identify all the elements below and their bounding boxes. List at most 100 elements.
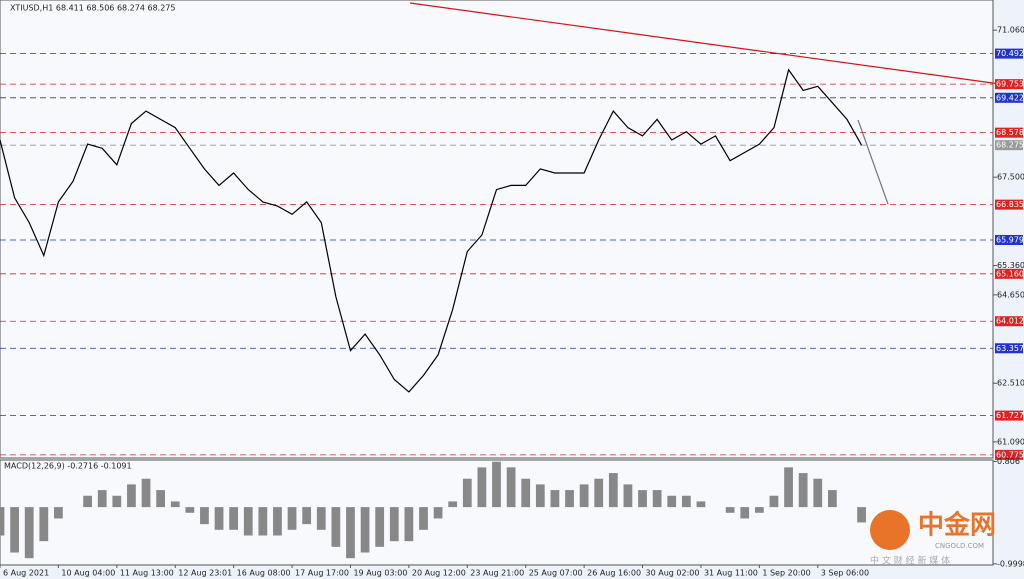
forecast-arrow (857, 119, 889, 205)
macd-bar (623, 484, 633, 508)
trend-line (409, 2, 1001, 85)
macd-bar (97, 490, 107, 508)
macd-bar (331, 507, 341, 547)
macd-bar (813, 478, 823, 508)
macd-bar (185, 507, 195, 513)
x-tick-label: 11 Aug 13:00 (120, 569, 174, 578)
level-box (995, 199, 1023, 210)
y-tick-label: 65.360 (997, 261, 1024, 270)
y-tick-label: -0.9998 (997, 559, 1024, 568)
macd-bar (696, 501, 706, 508)
x-tick-label: 19 Aug 03:00 (353, 569, 407, 578)
macd-bar (769, 495, 779, 508)
level-label: 64.012 (996, 317, 1024, 326)
level-box (995, 268, 1023, 279)
level-box (995, 410, 1023, 421)
x-tick-label: 26 Aug 16:00 (587, 569, 641, 578)
macd-bar (127, 484, 136, 508)
macd-bar (725, 507, 735, 513)
macd-bar (477, 467, 487, 508)
watermark-tagline: 中 文 财 经 新 媒 体 (870, 555, 950, 567)
y-tick-label: 62.510 (997, 379, 1024, 388)
level-box (995, 449, 1023, 460)
x-tick-label: 12 Aug 23:01 (178, 569, 232, 578)
macd-bar (681, 495, 691, 508)
macd-bar (360, 507, 370, 553)
macd-bar (170, 501, 180, 508)
macd-bar (287, 507, 297, 530)
x-tick-label: 25 Aug 07:00 (529, 569, 583, 578)
macd-bar (784, 467, 793, 508)
level-box (995, 48, 1023, 59)
x-tick-label: 17 Aug 17:00 (295, 569, 349, 578)
level-label: 61.727 (996, 411, 1024, 420)
macd-bar (579, 484, 589, 508)
level-label: 60.775 (996, 450, 1024, 459)
watermark-logo (870, 510, 910, 550)
x-tick-label: 20 Aug 12:00 (412, 569, 466, 578)
macd-bar (316, 507, 326, 530)
macd-bar (521, 478, 531, 508)
x-tick-label: 23 Aug 21:00 (470, 569, 524, 578)
level-box (995, 343, 1023, 354)
macd-bar (754, 507, 764, 513)
macd-bar (214, 507, 224, 530)
level-box (995, 79, 1023, 90)
macd-bar (141, 478, 151, 508)
macd-bar (798, 473, 808, 508)
level-label: 65.979 (996, 235, 1024, 244)
macd-bar (229, 507, 239, 530)
macd-bar (156, 490, 166, 508)
macd-bar (652, 490, 662, 508)
y-tick-label: 71.060 (997, 26, 1024, 35)
y-tick-label: 0.806 (997, 457, 1020, 466)
y-tick-label: 67.500 (997, 173, 1024, 182)
macd-bar (667, 495, 677, 508)
macd-bar (433, 507, 443, 519)
macd-bar (24, 507, 34, 559)
level-label: 69.422 (996, 93, 1024, 102)
macd-bar (565, 490, 574, 508)
macd-bar (535, 484, 545, 508)
x-tick-label: 16 Aug 08:00 (237, 569, 291, 578)
macd-bar (492, 461, 501, 508)
macd-bar (448, 501, 458, 508)
chart-title: XTIUSD,H1 68.411 68.506 68.274 68.275 (10, 4, 175, 13)
y-tick-label: 64.650 (997, 290, 1024, 299)
y-tick-label: 61.090 (997, 437, 1024, 446)
macd-bar (273, 507, 282, 536)
level-box (995, 127, 1023, 138)
level-label: 69.753 (996, 80, 1024, 89)
macd-bar (54, 507, 63, 519)
x-tick-label: 3 Sep 06:00 (821, 569, 869, 578)
macd-bar (375, 507, 385, 547)
macd-bar (0, 507, 5, 536)
x-tick-label: 31 Aug 11:00 (704, 569, 758, 578)
macd-bar (827, 490, 837, 508)
macd-bar (83, 495, 92, 508)
main-pane (0, 0, 994, 459)
macd-bar (550, 490, 560, 508)
level-box (995, 140, 1023, 151)
level-label: 63.357 (996, 344, 1024, 353)
macd-bar (740, 507, 750, 519)
level-box (995, 92, 1023, 103)
price-line (0, 68, 863, 393)
macd-bar (39, 507, 49, 542)
x-tick-label: 1 Sep 20:00 (762, 569, 810, 578)
macd-title: MACD(12,26,9) -0.2716 -0.1091 (4, 462, 132, 471)
macd-bar (419, 507, 428, 530)
watermark: 中金网 CNGOLD.COM 中 文 财 经 新 媒 体 (870, 510, 996, 567)
x-tick-label: 6 Aug 2021 (3, 569, 49, 578)
watermark-url: CNGOLD.COM (935, 542, 984, 550)
level-label: 65.160 (996, 269, 1024, 278)
macd-bar (346, 507, 355, 559)
macd-bar (10, 507, 19, 553)
macd-bar (638, 490, 647, 508)
x-tick-label: 30 Aug 02:00 (646, 569, 700, 578)
macd-bar (857, 507, 866, 523)
macd-bar (302, 507, 312, 525)
macd-bar (608, 473, 618, 508)
level-box (995, 316, 1023, 327)
